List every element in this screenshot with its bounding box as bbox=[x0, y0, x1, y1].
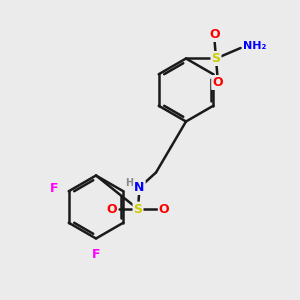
Text: S: S bbox=[212, 52, 220, 65]
Text: O: O bbox=[212, 76, 223, 89]
Text: F: F bbox=[50, 182, 58, 195]
Text: F: F bbox=[92, 248, 100, 261]
Text: H: H bbox=[125, 178, 133, 188]
Text: N: N bbox=[134, 181, 145, 194]
Text: O: O bbox=[209, 28, 220, 41]
Text: O: O bbox=[106, 202, 117, 216]
Text: O: O bbox=[159, 202, 170, 216]
Text: NH₂: NH₂ bbox=[243, 40, 266, 51]
Text: S: S bbox=[134, 202, 142, 216]
